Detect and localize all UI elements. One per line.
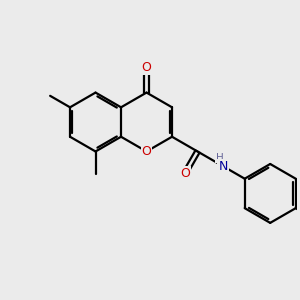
Text: O: O bbox=[142, 61, 152, 74]
Text: O: O bbox=[180, 167, 190, 180]
Text: O: O bbox=[142, 145, 152, 158]
Text: H: H bbox=[216, 153, 224, 163]
Text: N: N bbox=[218, 160, 228, 173]
